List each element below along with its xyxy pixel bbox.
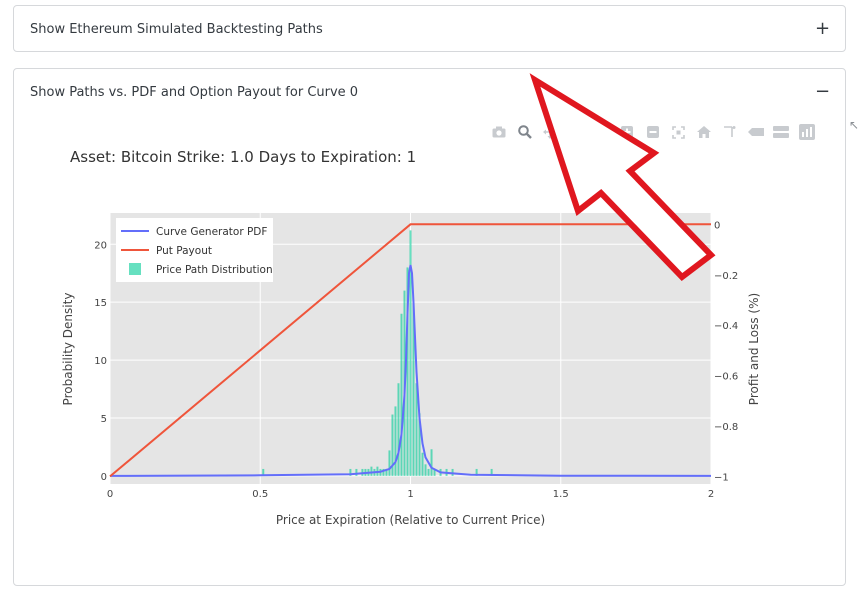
expand-icon[interactable]: + <box>815 18 831 39</box>
x-tick-label: 1 <box>407 489 413 500</box>
accordion-title: Show Paths vs. PDF and Option Payout for… <box>30 84 359 100</box>
collapse-icon[interactable]: − <box>815 81 831 102</box>
y-tick-label: 10 <box>94 356 107 367</box>
hist-bar <box>412 302 415 476</box>
annotation-arrow <box>529 73 716 282</box>
legend-label-hist[interactable]: Price Path Distribution <box>156 264 273 276</box>
hist-bar <box>391 414 394 476</box>
hist-bar <box>430 449 433 476</box>
hist-bar <box>418 413 421 476</box>
hist-bar <box>397 383 400 476</box>
x-tick-label: 1.5 <box>553 489 569 500</box>
payout-line <box>109 223 711 478</box>
x-tick-label: 0 <box>107 489 113 500</box>
chart-title: Asset: Bitcoin Strike: 1.0 Days to Expir… <box>70 148 417 166</box>
hist-bar <box>433 468 436 476</box>
hist-bar <box>262 468 265 476</box>
hist-bar <box>475 468 478 476</box>
y2-tick-label: −0.2 <box>714 271 738 282</box>
accordion-header-curve0[interactable]: Show Paths vs. PDF and Option Payout for… <box>14 69 845 115</box>
pdf-line <box>109 264 712 477</box>
x-tick-label: 0.5 <box>252 489 268 500</box>
x-tick-label: 2 <box>708 489 714 500</box>
hist-bar <box>490 468 493 476</box>
y-tick-label: 20 <box>94 240 107 251</box>
legend-swatch-hist <box>129 263 141 275</box>
hover-compare-icon[interactable] <box>769 122 795 142</box>
y2-axis-title: Profit and Loss (%) <box>747 293 761 405</box>
y2-tick-label: −0.6 <box>714 372 738 383</box>
hist-bar <box>370 466 373 476</box>
accordion-title: Show Ethereum Simulated Backtesting Path… <box>30 21 323 37</box>
hist-bar <box>406 267 409 476</box>
legend-label-pdf[interactable]: Curve Generator PDF <box>156 226 267 238</box>
y2-tick-label: −0.8 <box>714 422 738 433</box>
autoscale-icon[interactable] <box>666 122 692 142</box>
legend-label-payout[interactable]: Put Payout <box>156 245 212 257</box>
y-axis-title: Probability Density <box>61 293 75 406</box>
hist-bar <box>382 468 385 476</box>
accordion-item-ethereum: Show Ethereum Simulated Backtesting Path… <box>13 5 846 52</box>
y2-tick-label: −1 <box>714 472 729 483</box>
hist-bar <box>427 468 430 476</box>
y-tick-label: 5 <box>101 414 107 425</box>
plotly-logo-icon[interactable] <box>794 122 820 142</box>
hist-bar <box>349 468 352 476</box>
y2-tick-label: 0 <box>714 220 720 231</box>
zoom-out-icon[interactable] <box>640 122 666 142</box>
hist-bar <box>388 450 391 476</box>
zoom-icon[interactable] <box>512 122 538 142</box>
hist-bar <box>385 468 388 476</box>
resize-icon[interactable]: ↖ <box>849 118 859 132</box>
hist-bar <box>415 383 418 476</box>
y-tick-label: 15 <box>94 298 107 309</box>
hover-closest-icon[interactable] <box>743 122 769 142</box>
reset-axes-icon[interactable] <box>692 122 718 142</box>
y-tick-label: 0 <box>101 472 107 483</box>
hist-bar <box>400 313 403 476</box>
camera-icon[interactable] <box>486 122 512 142</box>
x-axis-title: Price at Expiration (Relative to Current… <box>276 513 545 527</box>
chart-legend[interactable]: Curve Generator PDF Put Payout Price Pat… <box>116 218 273 282</box>
y2-tick-label: −0.4 <box>714 321 738 332</box>
hist-bar <box>355 468 358 476</box>
hist-bar <box>409 230 412 476</box>
hist-bar <box>424 464 427 476</box>
accordion-header-ethereum[interactable]: Show Ethereum Simulated Backtesting Path… <box>14 6 845 52</box>
spike-lines-icon[interactable] <box>717 122 743 142</box>
hist-bar <box>421 452 424 476</box>
hist-bar <box>394 406 397 476</box>
